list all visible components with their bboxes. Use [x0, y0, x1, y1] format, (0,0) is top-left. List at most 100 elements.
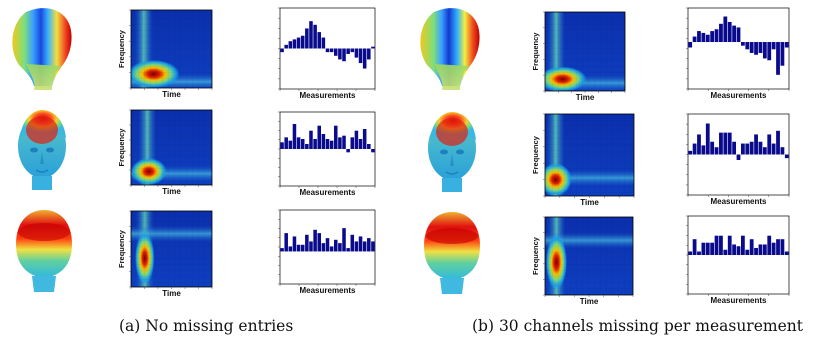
bar	[338, 48, 342, 60]
scalp-map-a-2	[18, 110, 66, 190]
bar-chart-b-2: Measurements	[686, 113, 790, 206]
heatmap-a-3: Frequency Time	[117, 210, 213, 298]
bar	[758, 141, 763, 155]
bar	[697, 134, 701, 155]
bar	[280, 248, 284, 252]
heatmap-xlabel: Time	[162, 289, 181, 298]
bar	[740, 235, 745, 255]
heatmap-a-1: Frequency Time	[117, 9, 213, 99]
bar	[719, 235, 723, 255]
bar	[288, 140, 293, 149]
bar	[710, 31, 715, 43]
heatmap-grid	[545, 12, 625, 91]
bar	[305, 234, 309, 252]
heatmap-xlabel: Time	[580, 297, 599, 306]
bar	[754, 134, 758, 155]
bar	[780, 147, 785, 155]
bar	[284, 44, 288, 49]
heatmap-grid	[131, 10, 212, 88]
scalp-map-b-1	[420, 8, 480, 90]
bar	[342, 135, 346, 149]
bar	[317, 32, 322, 49]
bar	[736, 246, 741, 255]
bar	[354, 241, 359, 252]
bar	[284, 233, 288, 252]
bar	[288, 246, 293, 252]
bar	[701, 145, 706, 155]
bar-chart-xlabel: Measurements	[710, 296, 767, 305]
bar	[745, 42, 750, 50]
bar	[745, 143, 750, 155]
heatmap-grid	[131, 110, 212, 185]
bar-chart-xlabel: Measurements	[299, 188, 356, 197]
bar	[371, 149, 375, 153]
bar	[317, 233, 322, 252]
bar	[346, 149, 350, 153]
bar	[358, 48, 363, 64]
bar	[300, 244, 305, 252]
bar	[767, 42, 772, 61]
bar	[723, 249, 728, 255]
bar	[727, 21, 732, 43]
bar	[762, 244, 767, 255]
bar	[745, 249, 750, 255]
bar	[350, 48, 355, 53]
bar	[342, 48, 346, 62]
bar-chart-b-3: Measurements	[686, 215, 790, 305]
heatmap-ylabel: Frequency	[531, 135, 540, 174]
bar	[727, 235, 732, 255]
bar	[692, 36, 697, 43]
bar	[284, 137, 288, 149]
bar	[749, 141, 754, 155]
bar	[321, 134, 326, 149]
bar	[749, 42, 754, 53]
bar	[367, 238, 371, 252]
heatmap-b-2: Frequency Time	[531, 113, 635, 207]
bar-chart-b-1: Measurements	[686, 7, 790, 100]
bar	[771, 242, 776, 255]
bar	[749, 239, 754, 255]
bar	[705, 242, 710, 255]
bar	[371, 241, 375, 252]
bar	[325, 238, 330, 252]
bar	[784, 154, 789, 159]
bar	[280, 142, 284, 149]
heatmap-xlabel: Time	[162, 90, 181, 99]
bar	[758, 244, 763, 255]
bar	[780, 239, 785, 255]
bar	[732, 244, 737, 255]
bar	[740, 42, 745, 46]
bar	[362, 241, 367, 252]
scalp-map-b-3	[424, 212, 480, 294]
bar	[767, 134, 772, 155]
bar	[346, 48, 350, 54]
bar	[710, 242, 715, 255]
bar-chart-xlabel: Measurements	[299, 286, 356, 295]
bar	[338, 137, 342, 149]
caption-b: (b) 30 channels missing per measurement	[472, 317, 803, 335]
heatmap-ylabel: Frequency	[117, 128, 126, 167]
bar	[354, 48, 359, 58]
bar	[305, 144, 309, 149]
heatmap-ylabel: Frequency	[531, 32, 540, 71]
bar	[740, 143, 745, 155]
bar	[771, 143, 776, 155]
bar	[296, 137, 301, 149]
heatmap-grid	[545, 114, 634, 196]
heatmap-ylabel: Frequency	[531, 236, 540, 275]
heatmap-grid	[131, 211, 212, 287]
bar	[705, 34, 710, 43]
heatmap-grid	[545, 217, 633, 295]
bar	[732, 141, 737, 155]
bar	[688, 150, 693, 155]
bar	[300, 35, 305, 49]
bar	[333, 239, 338, 252]
heatmap-a-2: Frequency Time	[117, 109, 213, 196]
heatmap-xlabel: Time	[162, 187, 181, 196]
heatmaps-layer: Frequency Time Frequency Time Frequency Time F…	[117, 9, 635, 306]
bar	[333, 48, 338, 56]
bar	[714, 147, 719, 155]
bar	[701, 32, 706, 43]
bar	[292, 236, 297, 252]
